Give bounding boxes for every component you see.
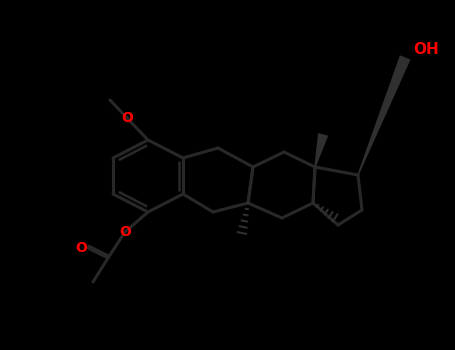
Text: O: O [119,225,131,239]
Text: O: O [121,111,133,125]
Polygon shape [315,134,327,167]
Text: O: O [75,241,87,255]
Text: OH: OH [413,42,439,57]
Polygon shape [358,56,410,175]
